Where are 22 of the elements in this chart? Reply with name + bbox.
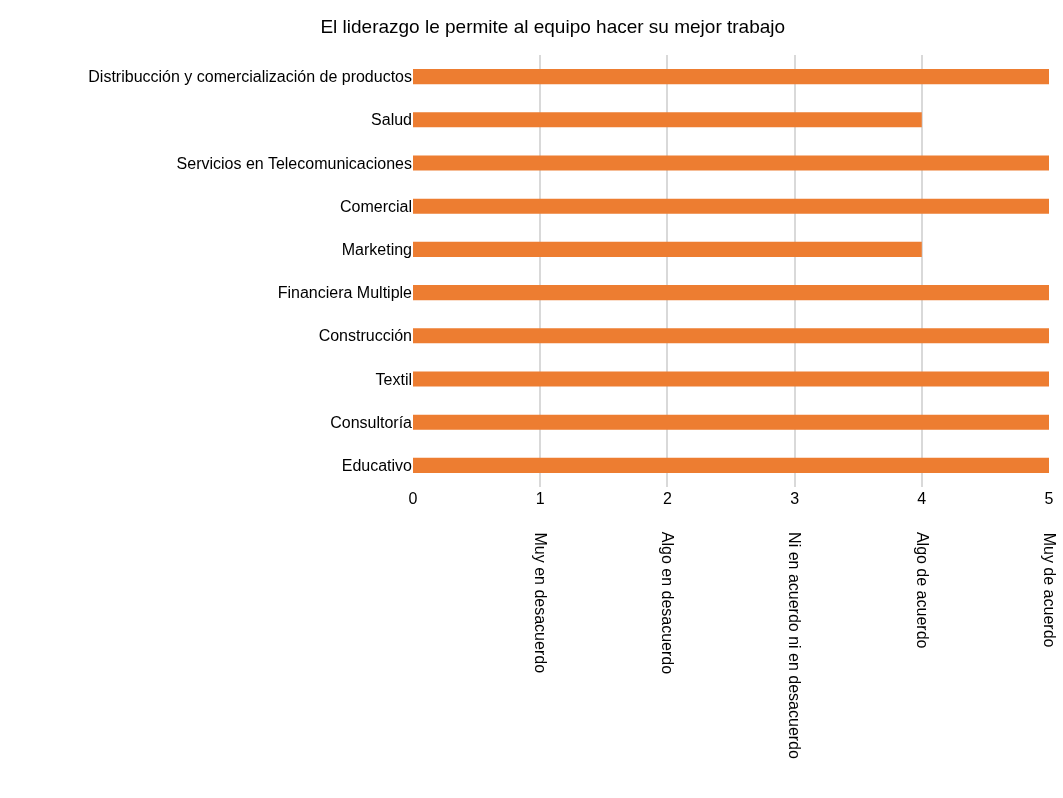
- chart-title: El liderazgo le permite al equipo hacer su mejor trabajo: [320, 16, 786, 38]
- text: Algo en desacuerdo: [658, 531, 676, 675]
- y-tick-label: Salud: [371, 111, 412, 129]
- text: Algo de acuerdo: [913, 531, 931, 649]
- y-tick-label: Financiera Multiple: [277, 284, 413, 302]
- y-tick-label: Distribucción y comercialización de productos: [88, 68, 412, 86]
- text: Ni en acuerdo ni en desacuerdo: [786, 532, 804, 760]
- x-tick-label: 5: [1044, 490, 1054, 507]
- y-tick-label: Consultoría: [330, 413, 413, 431]
- x-tick-label: 2: [662, 490, 672, 507]
- y-tick-label: Servicios en Telecomunicaciones: [176, 154, 412, 172]
- y-tick-label: Marketing: [341, 241, 412, 258]
- y-tick-label: Construcción: [318, 327, 412, 345]
- text: Muy de acuerdo: [1040, 532, 1058, 648]
- text: Muy en desacuerdo: [531, 532, 549, 674]
- y-tick-label: Textil: [375, 370, 412, 388]
- y-tick-label: Educativo: [341, 457, 413, 474]
- x-tick-label: 0: [408, 490, 418, 507]
- x-tick-label: 4: [917, 490, 927, 507]
- x-tick-label: 3: [790, 490, 800, 507]
- x-tick-label: 1: [535, 490, 545, 507]
- y-tick-label: Comercial: [339, 197, 412, 215]
